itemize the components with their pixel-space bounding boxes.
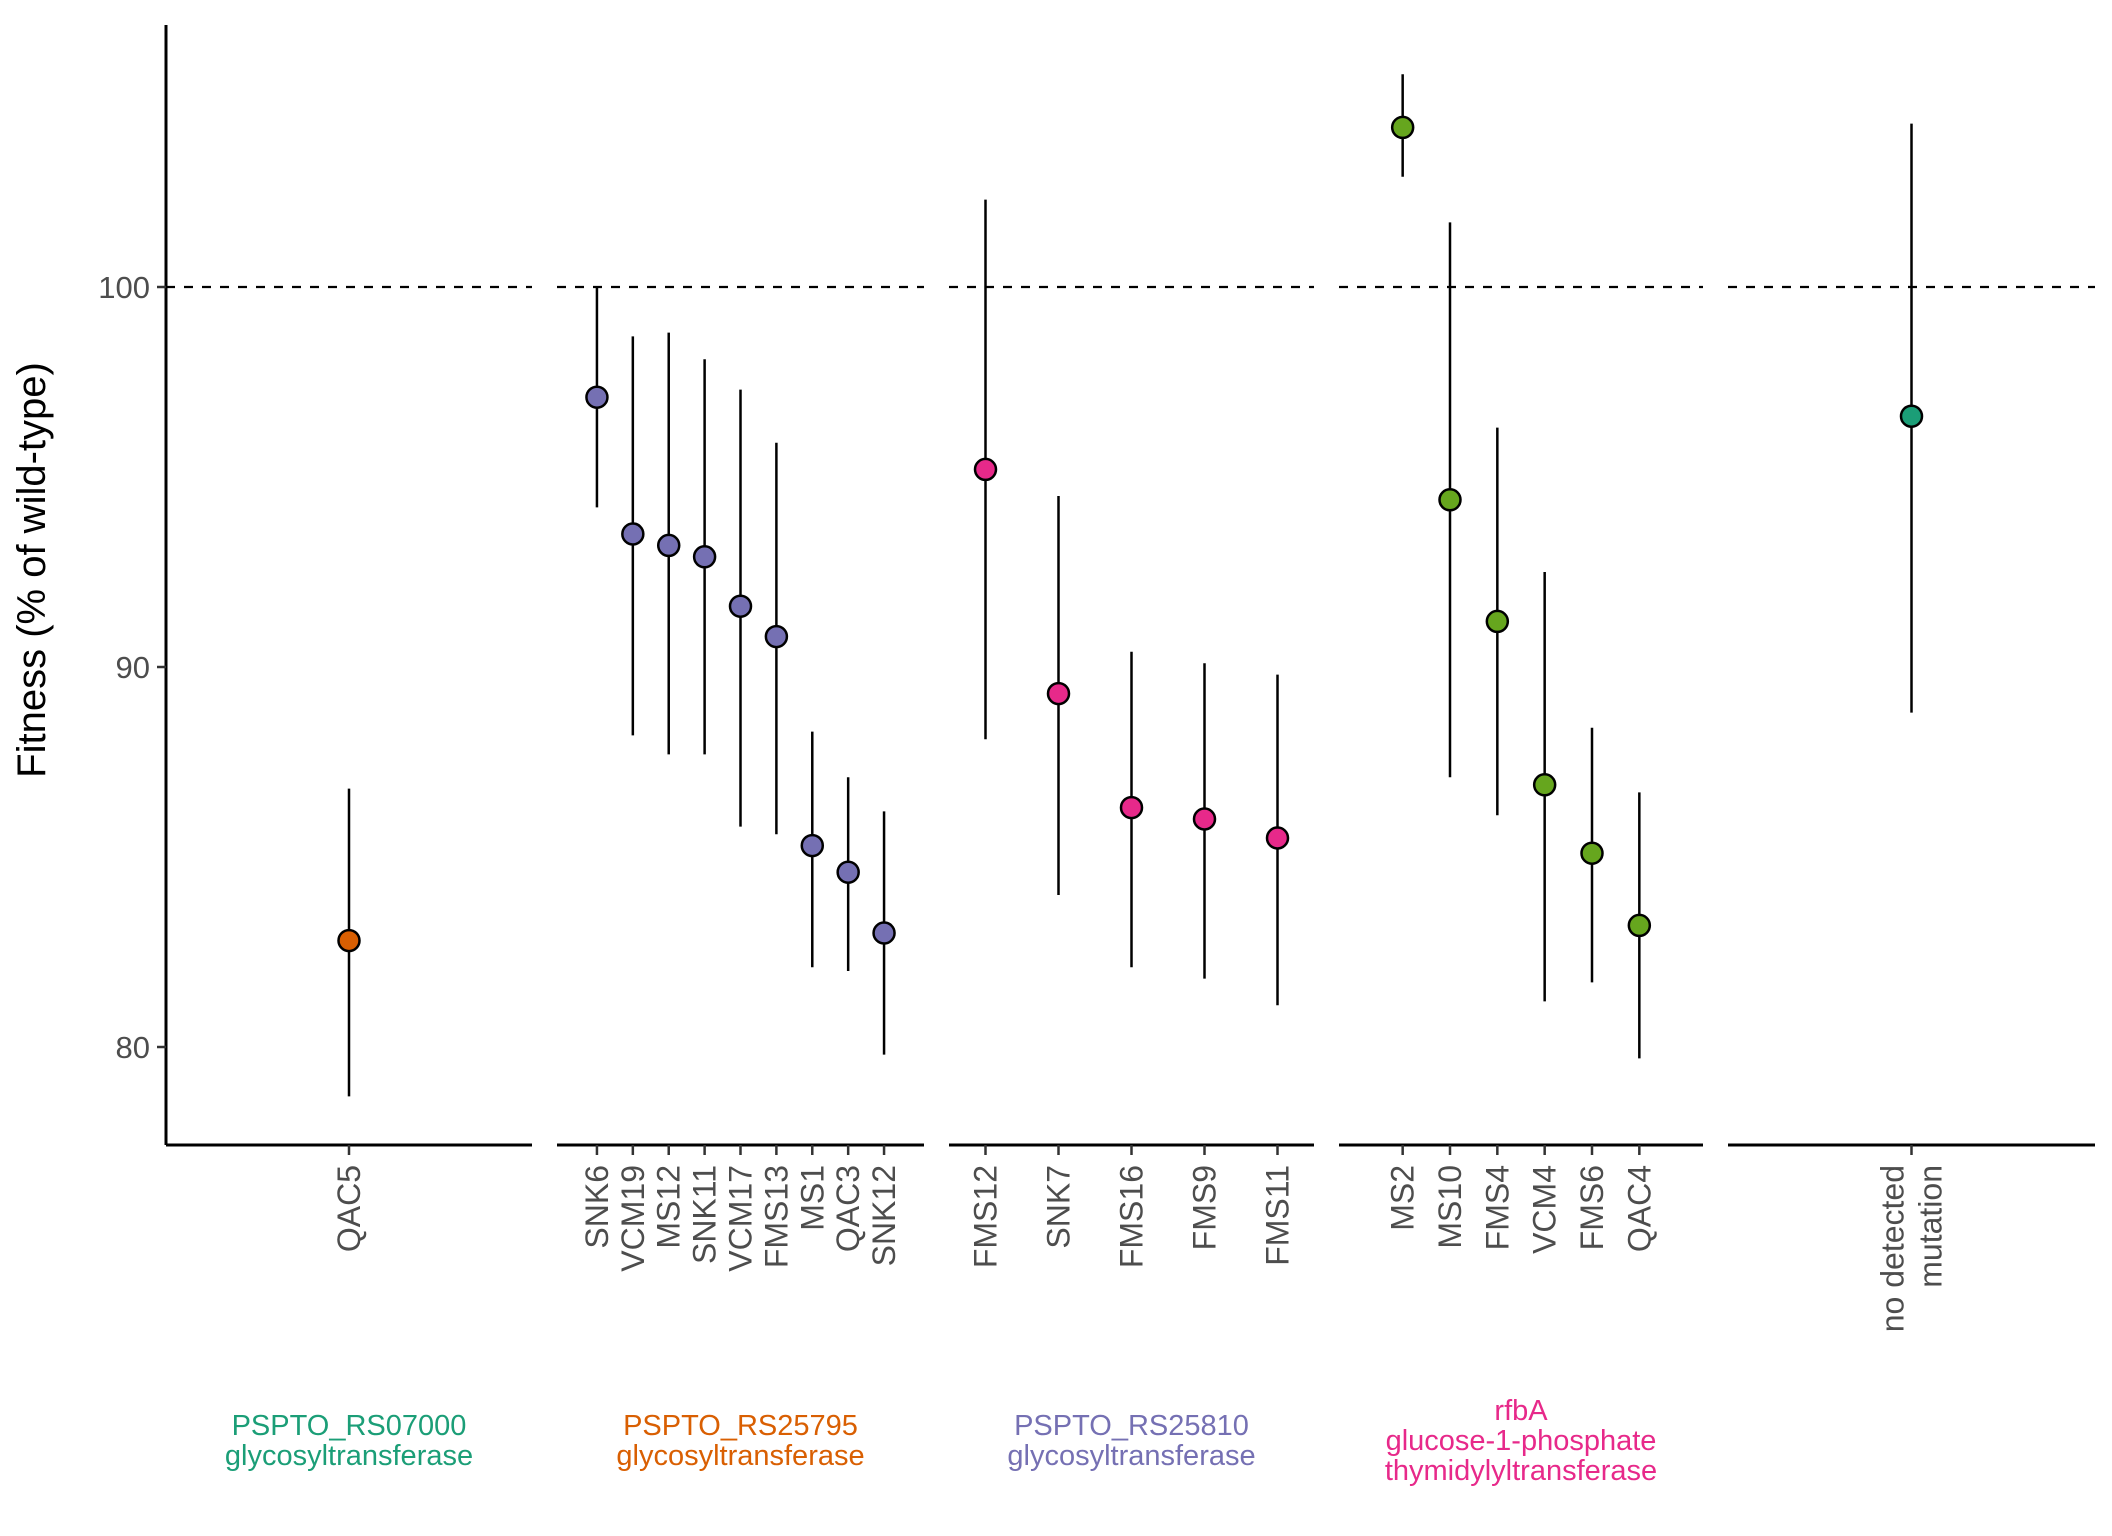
axes: 80 90 100 <box>98 25 2095 1155</box>
point-VCM17 <box>728 594 753 618</box>
y-tick-label: 100 <box>98 270 150 305</box>
x-tick-labels: QAC5 SNK6 VCM19 MS12 SNK11 VCM17 FMS13 MS1 QAC3 S… <box>331 1165 1949 1332</box>
point-SNK12 <box>872 921 896 945</box>
point-MS10 <box>1438 488 1462 512</box>
y-tick-label: 80 <box>116 1030 150 1065</box>
group-label-line: glucose-1-phosphate <box>1386 1425 1657 1457</box>
error-bars <box>347 74 1913 1097</box>
x-tick-label: VCM19 <box>615 1165 651 1272</box>
group-label-line: PSPTO_RS25810 <box>1014 1410 1249 1442</box>
x-tick-label: VCM4 <box>1527 1165 1563 1254</box>
point-VCM19 <box>621 522 645 546</box>
point-QAC3 <box>836 860 860 884</box>
x-tick-label: FMS9 <box>1187 1165 1223 1250</box>
point-QAC4 <box>1627 913 1652 938</box>
x-tick-label: MS2 <box>1385 1165 1421 1231</box>
group-label-line: glycosyltransferase <box>1007 1440 1255 1472</box>
x-tick-label: MS10 <box>1432 1165 1468 1249</box>
x-tick-label: mutation <box>1913 1165 1949 1288</box>
point-FMS4 <box>1485 609 1510 634</box>
point-FMS11 <box>1265 826 1290 850</box>
y-tick-label: 90 <box>116 650 150 685</box>
point-FMS6 <box>1580 841 1604 865</box>
group-label-line: rfbA <box>1494 1395 1548 1427</box>
point-FMS9 <box>1192 807 1217 831</box>
x-tick-label: MS1 <box>794 1165 830 1231</box>
group-label-line: glycosyltransferase <box>616 1440 864 1472</box>
group-label-line: PSPTO_RS07000 <box>232 1410 467 1442</box>
group-label-line: glycosyltransferase <box>225 1440 473 1472</box>
point-MS2 <box>1390 115 1415 140</box>
point-FMS16 <box>1119 795 1144 820</box>
point-SNK11 <box>692 545 717 569</box>
x-tick-label: SNK7 <box>1041 1165 1077 1249</box>
group-label-line: PSPTO_RS25795 <box>623 1410 858 1442</box>
x-tick-label: VCM17 <box>723 1165 759 1272</box>
x-tick-label: SNK12 <box>866 1165 902 1266</box>
data-points <box>337 115 1924 953</box>
point-no-detected-mutation <box>1899 404 1924 428</box>
x-tick-label: FMS6 <box>1574 1165 1610 1250</box>
x-tick-label: FMS12 <box>968 1165 1004 1268</box>
point-MS1 <box>800 833 825 858</box>
point-FMS13 <box>764 624 789 649</box>
gene-group-labels: PSPTO_RS07000glycosyltransferasePSPTO_RS… <box>225 1395 1657 1487</box>
x-tick-label: SNK11 <box>687 1165 723 1264</box>
x-tick-label: FMS16 <box>1114 1165 1150 1268</box>
point-SNK7 <box>1046 681 1071 706</box>
x-tick-label: QAC4 <box>1621 1165 1657 1252</box>
point-SNK6 <box>585 385 609 409</box>
x-tick-label: QAC3 <box>830 1165 866 1252</box>
y-axis-title: Fitness (% of wild-type) <box>10 362 54 778</box>
point-VCM4 <box>1532 773 1557 797</box>
group-label-line: thymidylyltransferase <box>1385 1455 1657 1487</box>
x-tick-label: FMS11 <box>1260 1165 1296 1266</box>
x-tick-label: FMS4 <box>1479 1165 1515 1250</box>
x-tick-label: no detected <box>1875 1165 1911 1332</box>
x-tick-label: FMS13 <box>758 1165 794 1268</box>
x-tick-label: QAC5 <box>331 1165 367 1252</box>
x-tick-label: MS12 <box>651 1165 687 1249</box>
point-FMS12 <box>973 457 998 482</box>
point-QAC5 <box>337 928 361 953</box>
x-tick-label: SNK6 <box>579 1165 615 1249</box>
point-MS12 <box>656 533 681 558</box>
